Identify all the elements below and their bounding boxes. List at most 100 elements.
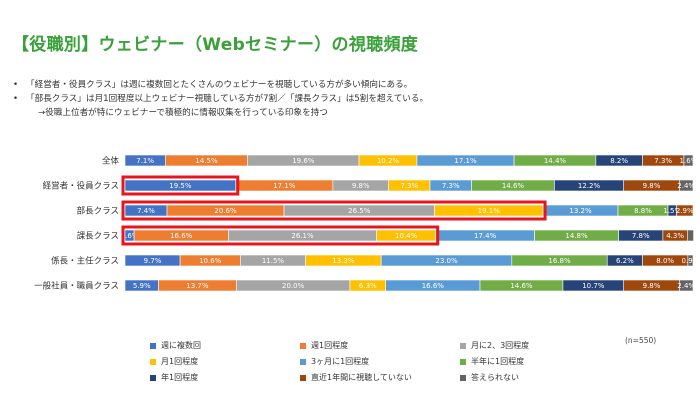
legend-label: 月1回程度 — [161, 357, 199, 366]
data-label: 2.4% — [677, 282, 695, 290]
data-label: 20.0% — [282, 282, 305, 290]
legend-item: 月に2、3回程度 — [460, 340, 529, 351]
legend-item: 週に複数回 — [150, 340, 201, 351]
data-label: 13.2% — [569, 207, 592, 215]
data-label: 26.1% — [291, 232, 314, 240]
legend-item: 月1回程度 — [150, 356, 198, 367]
sample-size-note: (n=550) — [625, 336, 657, 345]
legend-label: 月に2、3回程度 — [471, 341, 530, 350]
data-label: 14.6% — [502, 182, 525, 190]
legend-label: 3ヶ月に1回程度 — [311, 357, 370, 366]
slide-title: 【役職別】ウェビナー（Webセミナー）の視聴頻度 — [12, 35, 419, 55]
data-label: 4.3% — [666, 232, 684, 240]
data-label: 7.3% — [654, 157, 672, 165]
legend-item: 週1回程度 — [300, 340, 348, 351]
bullet-item: • 「経営者・役員クラス」は週に複数回とたくさんのウェビナーを視聴している方が多… — [12, 78, 692, 92]
data-label: 12.2% — [578, 182, 601, 190]
data-label: 16.6% — [422, 282, 445, 290]
legend-swatch — [300, 342, 306, 349]
data-label: 8.8% — [634, 207, 652, 215]
data-label: 11.5% — [262, 257, 285, 265]
sub-bullet-text: →役職上位者が特にウェビナーで積極的に情報収集を行っている印象を持つ — [38, 108, 328, 118]
data-label: 7.3% — [400, 182, 418, 190]
category-label: 経営者・役員クラス — [43, 181, 119, 192]
bar-segment — [679, 279, 694, 292]
data-label: 10.6% — [199, 257, 222, 265]
legend-swatch — [300, 374, 306, 381]
legend-item: 直近1年間に視聴していない — [300, 372, 412, 383]
category-label: 係長・主任クラス — [51, 256, 119, 267]
data-label: 10.7% — [582, 282, 605, 290]
legend-label: 週に複数回 — [161, 341, 201, 350]
bar-segment — [676, 204, 694, 217]
legend-swatch — [150, 358, 156, 365]
data-label: 14.8% — [565, 232, 588, 240]
data-label: 13.3% — [332, 257, 355, 265]
data-label: 7.3% — [442, 182, 460, 190]
data-label: 23.0% — [435, 257, 458, 265]
bullet-text: 「経営者・役員クラス」は週に複数回とたくさんのウェビナーを視聴している方が多い傾… — [26, 80, 413, 90]
data-label: 10.2% — [377, 157, 400, 165]
highlight-box — [121, 225, 440, 246]
category-label: 部長クラス — [77, 206, 119, 217]
legend-item: 答えられない — [460, 372, 519, 383]
data-label: 7.8% — [632, 232, 650, 240]
data-label: 1.6% — [680, 157, 698, 165]
data-label: 5.9% — [133, 282, 151, 290]
data-label: 19.5% — [169, 182, 192, 190]
highlight-box — [121, 175, 240, 196]
legend-swatch — [460, 374, 466, 381]
bullet-item: • 「部長クラス」は月1回程度以上ウェビナー視聴している方が7割／「課長クラス」… — [12, 92, 692, 106]
data-label: 1.5% — [663, 207, 681, 215]
legend-swatch — [300, 358, 306, 365]
legend-label: 週1回程度 — [311, 341, 349, 350]
data-label: 9.7% — [144, 257, 162, 265]
data-label: 6.3% — [359, 282, 377, 290]
data-label: 2.4% — [677, 182, 695, 190]
data-label: 9.8% — [643, 282, 661, 290]
data-label: 10.4% — [395, 232, 418, 240]
bar-segment — [687, 254, 694, 267]
data-label: 8.2% — [610, 157, 628, 165]
data-label: 26.5% — [348, 207, 371, 215]
data-label: 14.6% — [510, 282, 533, 290]
category-label: 一般社員・職員クラス — [34, 281, 119, 292]
legend-label: 半年に1回程度 — [471, 357, 525, 366]
legend-item: 半年に1回程度 — [460, 356, 524, 367]
data-label: 17.1% — [273, 182, 296, 190]
data-label: 14.4% — [544, 157, 567, 165]
data-label: 13.7% — [186, 282, 209, 290]
data-label: 0.9% — [682, 257, 700, 265]
data-label: 1.6% — [121, 232, 139, 240]
bullet-text: 「部長クラス」は月1回程度以上ウェビナー視聴している方が7割／「課長クラス」は5… — [26, 94, 429, 104]
data-label: 9.8% — [643, 182, 661, 190]
data-label: 19.1% — [478, 207, 501, 215]
data-label: 16.6% — [170, 232, 193, 240]
data-label: 17.4% — [474, 232, 497, 240]
stacked-bar-chart: 全体 7.1% 14.5% 19.6% 10.2% 17.1% 14.4% 8.2% 7.3% 1… — [34, 154, 700, 292]
data-label: 20.6% — [214, 207, 237, 215]
legend-label: 年1回程度 — [161, 373, 199, 382]
data-label: 17.1% — [454, 157, 477, 165]
bar-segment — [679, 179, 694, 192]
bar-segment — [687, 229, 694, 242]
category-label: 全体 — [102, 156, 120, 167]
legend-swatch — [150, 374, 156, 381]
legend-item: 3ヶ月に1回程度 — [300, 356, 369, 367]
bar-segment — [683, 154, 694, 167]
bullet-marker: • — [13, 94, 19, 104]
legend-swatch — [460, 358, 466, 365]
bullet-marker: • — [13, 80, 19, 90]
data-label: 7.4% — [137, 207, 155, 215]
legend-label: 直近1年間に視聴していない — [311, 373, 412, 382]
data-label: 8.0% — [656, 257, 674, 265]
legend-swatch — [150, 342, 156, 349]
legend-label: 答えられない — [471, 373, 519, 382]
data-label: 2.9% — [676, 207, 694, 215]
bullet-list: • 「経営者・役員クラス」は週に複数回とたくさんのウェビナーを視聴している方が多… — [12, 78, 692, 120]
data-label: 9.8% — [352, 182, 370, 190]
data-label: 19.6% — [292, 157, 315, 165]
data-label: 16.8% — [548, 257, 571, 265]
legend-swatch — [460, 342, 466, 349]
data-label: 6.2% — [616, 257, 634, 265]
